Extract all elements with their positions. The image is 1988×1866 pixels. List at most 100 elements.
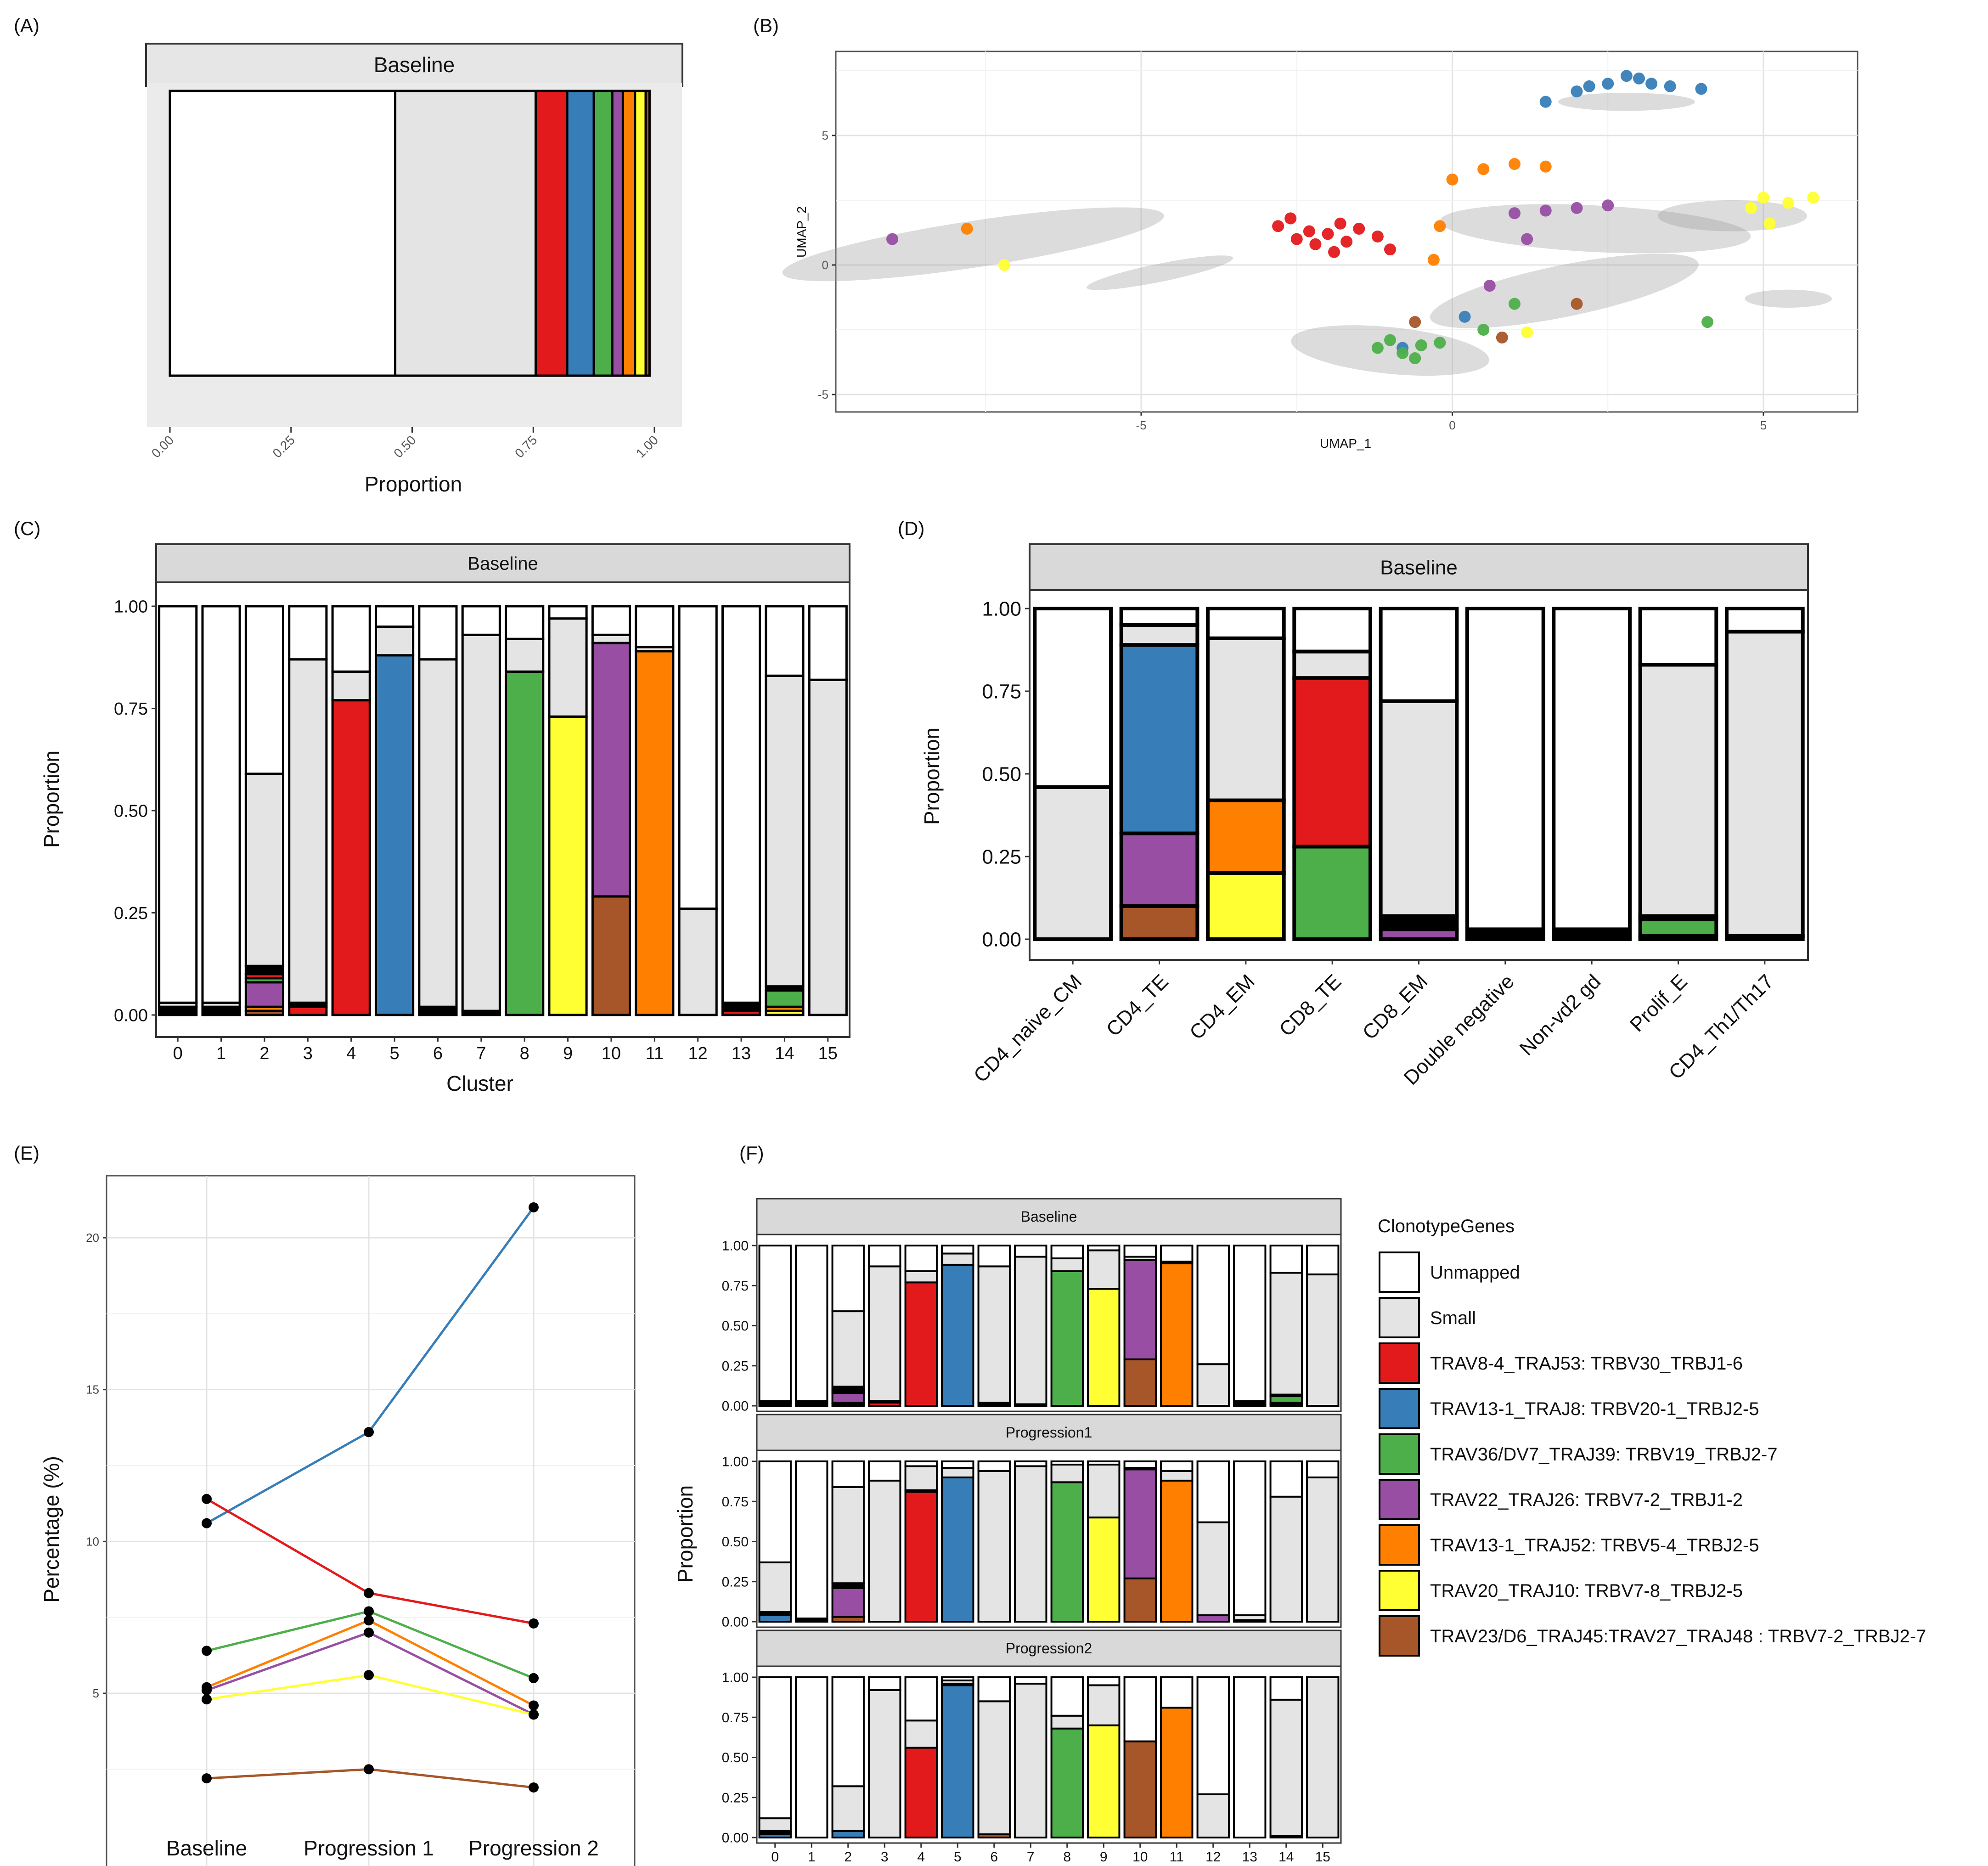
bar-segment <box>1033 785 1113 941</box>
y-tick-label: 20 <box>86 1231 99 1245</box>
scatter-point <box>1509 298 1521 310</box>
x-tick-label: 0 <box>173 1044 183 1063</box>
bar-segment <box>635 650 675 1016</box>
bar-segment <box>1306 1460 1340 1478</box>
bar-segment <box>611 90 624 377</box>
bar-segment <box>548 605 588 620</box>
bar-segment <box>1119 607 1200 627</box>
bar-segment <box>288 605 328 661</box>
bar-segment <box>1269 1460 1303 1498</box>
x-tick-label: 11 <box>1170 1849 1184 1865</box>
data-point <box>202 1682 212 1692</box>
bar-segment <box>244 772 285 967</box>
y-tick-label: 0.00 <box>722 1831 749 1846</box>
scatter-point <box>1459 310 1471 323</box>
scatter-point <box>1446 173 1459 186</box>
bar-segment <box>1123 1358 1157 1407</box>
bar-segment <box>1160 1479 1194 1623</box>
x-tick-label: 9 <box>563 1044 573 1063</box>
bar-segment <box>1160 1245 1194 1263</box>
y-tick-label: 0.00 <box>722 1615 749 1630</box>
bar-segment <box>461 633 501 1012</box>
bar-segment <box>1196 1460 1230 1523</box>
bar-segment <box>765 989 805 1008</box>
scatter-point <box>1509 158 1521 170</box>
scatter-point <box>1602 199 1614 212</box>
bar-segment <box>758 1561 792 1613</box>
facet-strip-label: Baseline <box>1021 1208 1077 1225</box>
data-point <box>529 1700 539 1711</box>
bar-segment <box>331 699 371 1016</box>
bar-segment <box>1087 1516 1121 1623</box>
bar-segment <box>904 1460 938 1467</box>
bar-segment <box>418 658 458 1008</box>
bar-segment <box>1123 1259 1157 1360</box>
bar-segment <box>1205 798 1286 875</box>
legend-label: Small <box>1430 1308 1476 1328</box>
facet-strip <box>155 543 850 583</box>
bar-segment <box>721 605 761 1004</box>
bar-segment <box>904 1281 938 1407</box>
bar-segment <box>1050 1463 1084 1483</box>
bar-segment <box>1306 1273 1340 1407</box>
bar-segment <box>1119 623 1200 647</box>
y-tick-label: 0.25 <box>114 904 148 923</box>
data-point <box>364 1606 374 1617</box>
bar-segment <box>1160 1676 1194 1709</box>
bar-segment <box>418 605 458 661</box>
bar-segment <box>1292 845 1373 941</box>
bar-segment <box>1087 1463 1121 1519</box>
bar-segment <box>904 1245 938 1272</box>
y-tick-label: 0.75 <box>982 680 1021 703</box>
scatter-point <box>1371 342 1384 354</box>
x-tick-label: 9 <box>1100 1849 1108 1865</box>
data-point <box>529 1618 539 1629</box>
plot-panel <box>106 1175 636 1866</box>
bar-segment <box>904 1465 938 1491</box>
bar-segment <box>1123 1245 1157 1258</box>
scatter-point <box>1415 339 1427 351</box>
bar-segment <box>591 895 631 1016</box>
bar-segment <box>1306 1676 1340 1838</box>
bar-segment <box>621 90 636 377</box>
legend-label: TRAV8-4_TRAJ53: TRBV30_TRBJ1-6 <box>1430 1353 1743 1374</box>
bar-segment <box>977 1460 1011 1472</box>
scatter-point <box>1397 347 1409 359</box>
scatter-point <box>1409 352 1421 365</box>
bar-segment <box>1205 607 1286 640</box>
bar-segment <box>1724 630 1805 938</box>
bar-segment <box>758 1614 792 1623</box>
bar-segment <box>288 658 328 1004</box>
bar-segment <box>644 90 651 377</box>
x-tick-label: 4 <box>917 1849 925 1865</box>
bar-segment <box>941 1476 974 1623</box>
bar-segment <box>418 1005 458 1016</box>
bar-segment <box>505 605 545 640</box>
bar-segment <box>566 90 595 377</box>
bar-segment <box>868 1479 901 1623</box>
bar-segment <box>808 605 848 681</box>
data-point <box>529 1202 539 1212</box>
x-tick-label: 10 <box>1132 1849 1148 1865</box>
panel-f: Baseline 0.00 0.25 0.50 0.75 1.00 Progression1… <box>673 1198 1926 1865</box>
x-tick-label: 8 <box>520 1044 529 1063</box>
bar-segment <box>808 678 848 1016</box>
bar-segment <box>1014 1460 1048 1467</box>
scatter-point <box>1477 163 1490 175</box>
bar-segment <box>1724 607 1805 634</box>
scatter-point <box>1645 78 1658 90</box>
bar-segment <box>904 1719 938 1749</box>
panel-label: (A) <box>14 15 39 36</box>
x-tick-label: 2 <box>844 1849 852 1865</box>
x-tick-label: Progression 2 <box>468 1836 599 1860</box>
data-point <box>202 1773 212 1784</box>
bar-segment <box>1306 1245 1340 1275</box>
legend-swatch <box>1379 1433 1420 1475</box>
scatter-point <box>1539 96 1552 108</box>
scatter-point <box>1409 316 1421 328</box>
y-axis-title: Proportion <box>39 750 63 848</box>
plot-panel <box>835 51 1858 413</box>
scatter-point <box>1340 236 1353 248</box>
